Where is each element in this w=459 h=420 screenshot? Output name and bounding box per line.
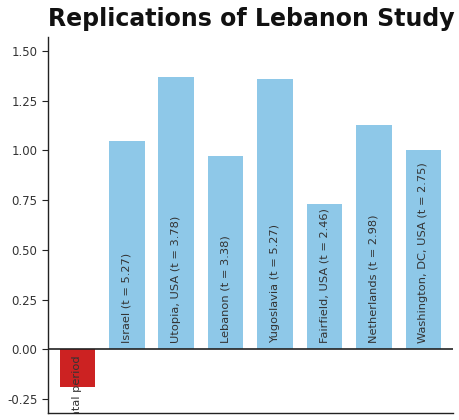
Text: Fairfield, USA (t = 2.46): Fairfield, USA (t = 2.46) bbox=[319, 209, 329, 344]
Text: Replications of Lebanon Study: Replications of Lebanon Study bbox=[48, 7, 453, 31]
Text: Washington, DC, USA (t = 2.75): Washington, DC, USA (t = 2.75) bbox=[418, 163, 427, 344]
Text: Netherlands (t = 2.98): Netherlands (t = 2.98) bbox=[368, 215, 378, 344]
Bar bbox=[207, 156, 243, 349]
Bar bbox=[257, 79, 292, 349]
Text: Israel (t = 5.27): Israel (t = 5.27) bbox=[122, 253, 132, 344]
Bar bbox=[109, 141, 144, 349]
Bar bbox=[158, 77, 194, 349]
Text: Non-experimental period: Non-experimental period bbox=[72, 355, 82, 420]
Bar bbox=[355, 125, 391, 349]
Text: Utopia, USA (t = 3.78): Utopia, USA (t = 3.78) bbox=[171, 216, 181, 344]
Bar bbox=[306, 204, 341, 349]
Bar bbox=[405, 150, 440, 349]
Bar bbox=[60, 349, 95, 387]
Text: Yugoslavia (t = 5.27): Yugoslavia (t = 5.27) bbox=[269, 224, 280, 344]
Text: Lebanon (t = 3.38): Lebanon (t = 3.38) bbox=[220, 236, 230, 344]
